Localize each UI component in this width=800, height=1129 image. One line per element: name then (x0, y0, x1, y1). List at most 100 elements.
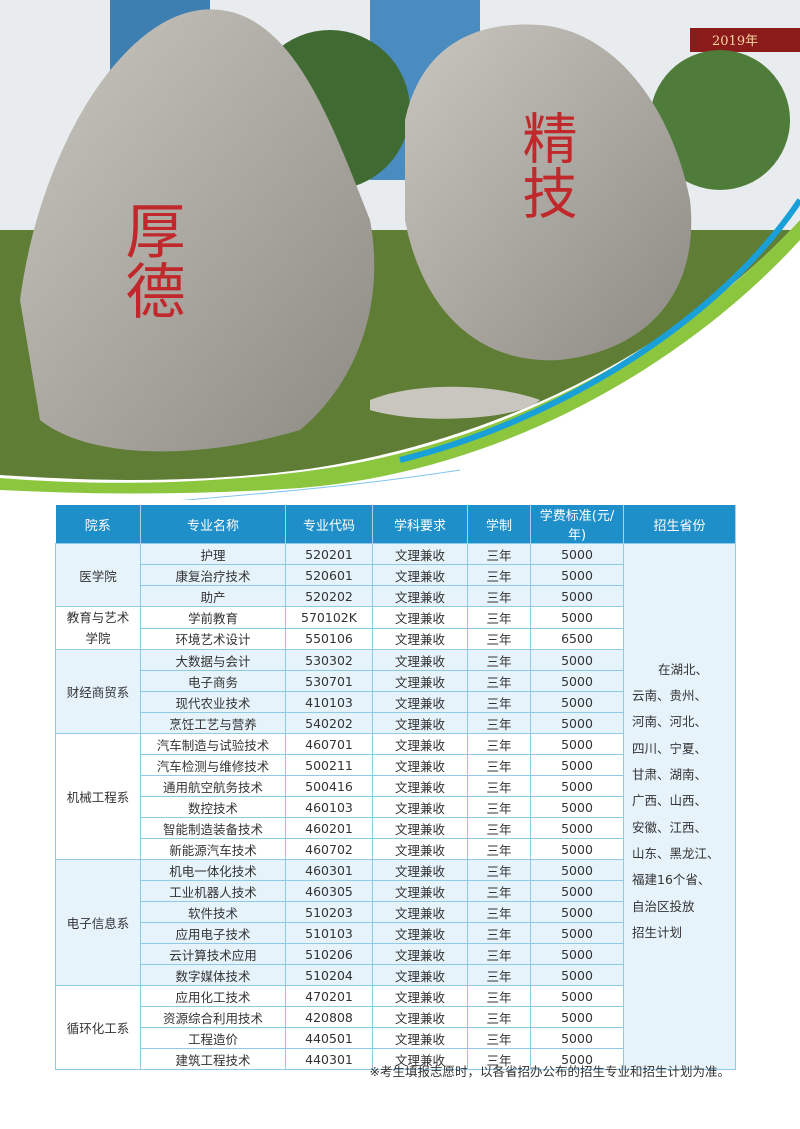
table-row: 助产 520202 文理兼收 三年 5000 (56, 585, 736, 607)
subject-requirement-cell: 文理兼收 (372, 691, 468, 713)
banner-text: 2019年 (712, 34, 758, 49)
column-header: 学制 (467, 505, 531, 544)
department-cell: 循环化工系 (55, 985, 141, 1070)
duration-cell: 三年 (467, 754, 531, 776)
subject-requirement-cell: 文理兼收 (372, 985, 468, 1007)
table-row: 财经商贸系 大数据与会计 530302 文理兼收 三年 5000 (55, 649, 736, 734)
major-code-cell: 520202 (285, 585, 373, 607)
subject-requirement-cell: 文理兼收 (372, 712, 468, 734)
major-name-cell: 工业机器人技术 (140, 880, 286, 902)
major-code-cell: 500211 (285, 754, 373, 776)
duration-cell: 三年 (467, 670, 531, 692)
department-cell: 教育与艺术学院 (55, 606, 141, 650)
major-name-cell: 数控技术 (140, 796, 286, 818)
subject-requirement-cell: 文理兼收 (372, 606, 468, 629)
major-name-cell: 建筑工程技术 (140, 1048, 286, 1070)
duration-cell: 三年 (467, 922, 531, 944)
major-name-cell: 工程造价 (140, 1027, 286, 1049)
major-name-cell: 现代农业技术 (140, 691, 286, 713)
province-line: 甘肃、湖南、 (632, 767, 708, 783)
major-code-cell: 440501 (285, 1027, 373, 1049)
duration-cell: 三年 (467, 1027, 531, 1049)
tuition-cell: 5000 (530, 754, 624, 776)
tuition-cell: 5000 (530, 796, 624, 818)
duration-cell: 三年 (467, 859, 531, 881)
tuition-cell: 5000 (530, 670, 624, 692)
major-name-cell: 新能源汽车技术 (140, 838, 286, 860)
major-code-cell: 540202 (285, 712, 373, 734)
province-line: 在湖北、 (658, 661, 709, 677)
tuition-cell: 5000 (530, 817, 624, 839)
column-header: 学科要求 (372, 505, 468, 544)
stone-right-calligraphy: 精技 (513, 110, 577, 220)
table-row: 机械工程系 汽车制造与试验技术 460701 文理兼收 三年 5000 (55, 733, 736, 860)
table-row: 软件技术 510203 文理兼收 三年 5000 (56, 901, 736, 923)
major-name-cell: 助产 (140, 585, 286, 607)
tuition-cell: 5000 (530, 901, 624, 923)
table-row: 烹饪工艺与营养 540202 文理兼收 三年 5000 (56, 712, 736, 734)
table-header: 院系 专业名称 专业代码 学科要求 学制 学费标准(元/年) 招生省份 (55, 505, 736, 544)
table-row: 数控技术 460103 文理兼收 三年 5000 (56, 796, 736, 818)
tuition-cell: 5000 (530, 691, 624, 713)
major-code-cell: 440301 (285, 1048, 373, 1070)
column-header: 招生省份 (623, 505, 736, 544)
major-code-cell: 520601 (285, 564, 373, 586)
major-name-cell: 智能制造装备技术 (140, 817, 286, 839)
duration-cell: 三年 (467, 564, 531, 586)
tuition-cell: 5000 (530, 585, 624, 607)
tuition-cell: 5000 (530, 985, 624, 1007)
subject-requirement-cell: 文理兼收 (372, 880, 468, 902)
province-line: 安徽、江西、 (632, 819, 708, 835)
major-name-cell: 应用化工技术 (140, 985, 286, 1007)
province-line: 自治区投放 (632, 898, 695, 914)
stone-left-calligraphy: 厚德 (115, 200, 185, 320)
table-row: 智能制造装备技术 460201 文理兼收 三年 5000 (56, 817, 736, 839)
duration-cell: 三年 (467, 943, 531, 965)
tuition-cell: 5000 (530, 943, 624, 965)
subject-requirement-cell: 文理兼收 (372, 859, 468, 881)
major-name-cell: 汽车检测与维修技术 (140, 754, 286, 776)
subject-requirement-cell: 文理兼收 (372, 838, 468, 860)
duration-cell: 三年 (467, 649, 531, 671)
major-name-cell: 应用电子技术 (140, 922, 286, 944)
subject-requirement-cell: 文理兼收 (372, 543, 468, 565)
subject-requirement-cell: 文理兼收 (372, 670, 468, 692)
duration-cell: 三年 (467, 880, 531, 902)
table-row: 数字媒体技术 510204 文理兼收 三年 5000 (56, 964, 736, 986)
table-row: 云计算技术应用 510206 文理兼收 三年 5000 (56, 943, 736, 965)
department-cell: 电子信息系 (55, 859, 141, 986)
major-name-cell: 烹饪工艺与营养 (140, 712, 286, 734)
duration-cell: 三年 (467, 585, 531, 607)
province-line: 四川、宁夏、 (632, 740, 708, 756)
duration-cell: 三年 (467, 733, 531, 755)
major-code-cell: 420808 (285, 1006, 373, 1028)
table-row: 现代农业技术 410103 文理兼收 三年 5000 (56, 691, 736, 713)
major-name-cell: 学前教育 (140, 606, 286, 629)
major-code-cell: 570102K (285, 606, 373, 629)
major-name-cell: 康复治疗技术 (140, 564, 286, 586)
tuition-cell: 5000 (530, 564, 624, 586)
major-code-cell: 520201 (285, 543, 373, 565)
table-row: 新能源汽车技术 460702 文理兼收 三年 5000 (56, 838, 736, 860)
tuition-cell: 5000 (530, 859, 624, 881)
major-code-cell: 510206 (285, 943, 373, 965)
subject-requirement-cell: 文理兼收 (372, 1048, 468, 1070)
table-row: 医学院 护理 520201 文理兼收 三年 5000 在湖北、 云南、贵州、 河南、河北、 四川、… (55, 543, 736, 1070)
footnote: ※考生填报志愿时，以各省招办公布的招生专业和招生计划为准。 (369, 1064, 730, 1079)
tuition-cell: 5000 (530, 775, 624, 797)
tuition-cell: 5000 (530, 838, 624, 860)
tuition-cell: 5000 (530, 649, 624, 671)
duration-cell: 三年 (467, 606, 531, 629)
duration-cell: 三年 (467, 796, 531, 818)
major-name-cell: 云计算技术应用 (140, 943, 286, 965)
column-header: 专业代码 (285, 505, 373, 544)
province-line: 福建16个省、 (632, 872, 711, 888)
duration-cell: 三年 (467, 901, 531, 923)
province-line: 招生计划 (632, 924, 683, 940)
major-name-cell: 环境艺术设计 (140, 627, 286, 650)
subject-requirement-cell: 文理兼收 (372, 754, 468, 776)
table-row: 工业机器人技术 460305 文理兼收 三年 5000 (56, 880, 736, 902)
subject-requirement-cell: 文理兼收 (372, 796, 468, 818)
department-cell: 医学院 (55, 543, 141, 607)
major-name-cell: 大数据与会计 (140, 649, 286, 671)
